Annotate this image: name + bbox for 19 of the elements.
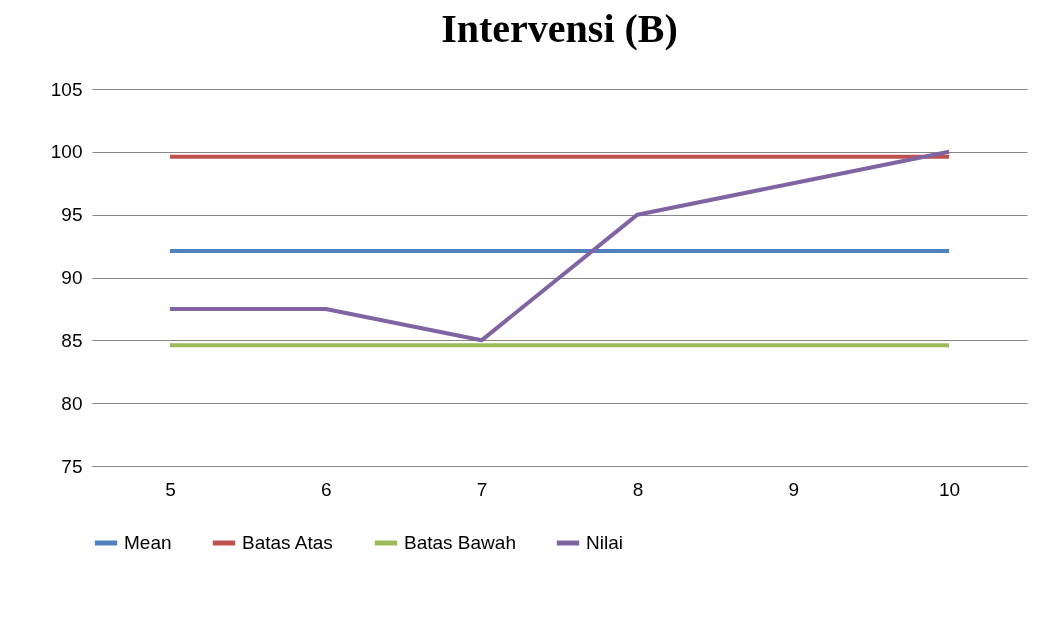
x-tick-label: 6 bbox=[320, 478, 332, 500]
x-tick-label: 10 bbox=[939, 478, 961, 500]
x-tick-label: 7 bbox=[476, 478, 488, 500]
y-tick-label: 80 bbox=[61, 392, 83, 414]
line-series bbox=[167, 149, 952, 343]
legend-label: Mean bbox=[124, 532, 172, 553]
legend-label: Batas Atas bbox=[242, 532, 333, 553]
legend-label: Batas Bawah bbox=[404, 532, 516, 553]
y-tick-label: 90 bbox=[61, 267, 83, 288]
y-tick-label: 85 bbox=[61, 329, 83, 351]
x-tick-label: 9 bbox=[788, 478, 800, 500]
chart-title: Intervensi (B) bbox=[441, 6, 678, 51]
legend-label: Nilai bbox=[586, 532, 623, 553]
x-tick-label: 8 bbox=[632, 478, 644, 500]
y-tick-label: 75 bbox=[61, 455, 83, 477]
y-tick-label: 105 bbox=[50, 78, 83, 100]
x-tick-label: 5 bbox=[165, 478, 176, 500]
y-tick-label: 100 bbox=[50, 141, 83, 163]
y-tick-label: 95 bbox=[61, 204, 83, 226]
